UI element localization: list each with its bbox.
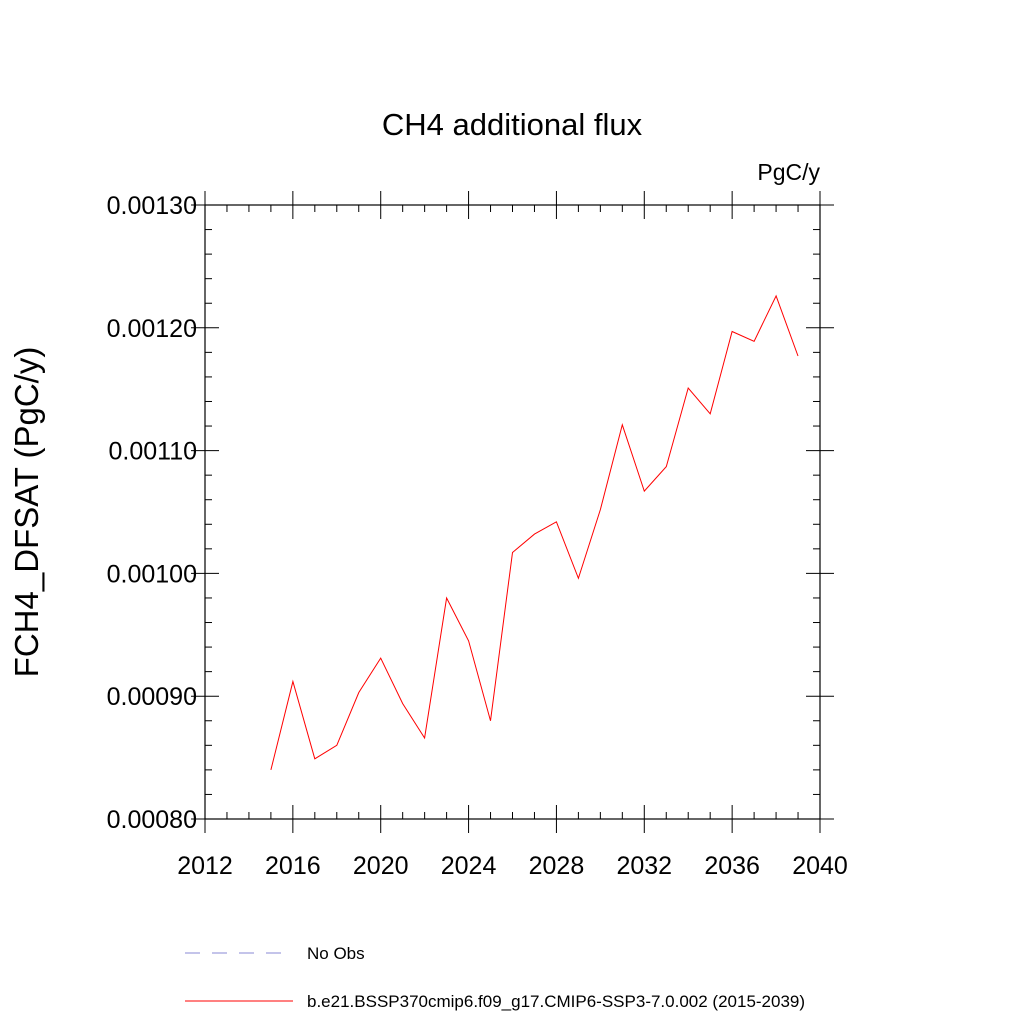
series-layer [270, 294, 799, 771]
y-tick-label: 0.00110 [108, 438, 197, 466]
x-tick-label: 2028 [529, 852, 585, 880]
y-tick-labels: 0.00080 0.00090 0.00100 0.00110 0.00120 … [107, 192, 197, 834]
axis-ticks [191, 191, 834, 833]
y-tick-label: 0.00090 [107, 683, 197, 711]
chart-title: CH4 additional flux [382, 107, 643, 142]
legend-label-no-obs: No Obs [307, 944, 365, 963]
legend: No Obs b.e21.BSSP370cmip6.f09_g17.CMIP6-… [185, 944, 805, 1011]
y-tick-label: 0.00080 [107, 806, 197, 834]
x-tick-label: 2012 [177, 852, 233, 880]
series-line [270, 294, 799, 771]
x-tick-label: 2024 [441, 852, 497, 880]
y-tick-label: 0.00130 [107, 192, 197, 220]
x-tick-label: 2036 [704, 852, 760, 880]
x-tick-label: 2032 [616, 852, 672, 880]
units-label: PgC/y [757, 159, 820, 185]
x-tick-labels: 2012 2016 2020 2024 2028 2032 2036 2040 [177, 852, 848, 880]
x-tick-label: 2020 [353, 852, 409, 880]
x-tick-label: 2016 [265, 852, 321, 880]
legend-label-run: b.e21.BSSP370cmip6.f09_g17.CMIP6-SSP3-7.… [307, 992, 805, 1011]
plot-frame [204, 204, 821, 820]
x-tick-label: 2040 [792, 852, 848, 880]
y-axis-label: FCH4_DFSAT (PgC/y) [8, 347, 45, 678]
y-tick-label: 0.00100 [107, 560, 197, 588]
y-tick-label: 0.00120 [107, 315, 197, 343]
